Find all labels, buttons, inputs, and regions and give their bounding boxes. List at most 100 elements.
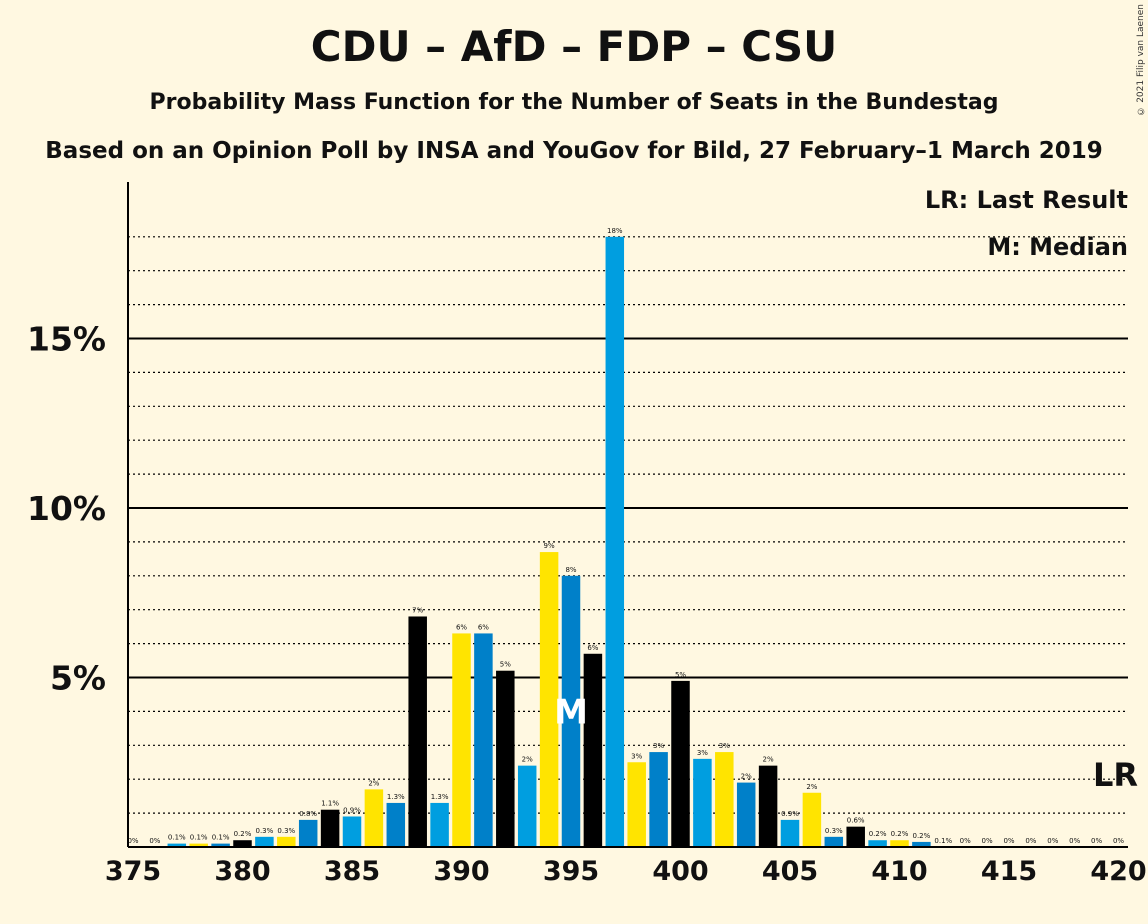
- bar-label-seat-419: 0%: [1091, 837, 1102, 845]
- bar-seat-387: [386, 802, 406, 847]
- bar-label-seat-390: 6%: [456, 623, 467, 631]
- markers-group: M LR: [554, 692, 1138, 794]
- bar-seat-397: [605, 236, 625, 848]
- bar-seat-384: [320, 809, 340, 847]
- bar-label-seat-392: 5%: [500, 661, 511, 669]
- bar-seat-392: [496, 670, 515, 847]
- bar-seat-377: [167, 843, 187, 847]
- bar-label-seat-395: 8%: [565, 566, 576, 574]
- bar-label-seat-416: 0%: [1025, 837, 1036, 845]
- bar-label-seat-412: 0.1%: [934, 837, 952, 845]
- bar-label-seat-405: 0.9%: [781, 810, 799, 818]
- bar-label-seat-377: 0.1%: [168, 834, 186, 842]
- chart-title: CDU – AfD – FDP – CSU: [310, 22, 838, 71]
- bar-label-seat-420: 0%: [1113, 837, 1124, 845]
- legend-last-result: LR: Last Result: [924, 186, 1128, 214]
- bar-label-seat-394: 9%: [544, 542, 555, 550]
- x-tick-label-375: 375: [105, 856, 161, 887]
- bar-label-seat-401: 3%: [697, 749, 708, 757]
- bar-label-seat-387: 1.3%: [387, 793, 405, 801]
- bar-seat-379: [211, 843, 230, 847]
- bar-label-seat-407: 0.3%: [825, 827, 843, 835]
- axes-group: 375 380 385 390 395 400 405 410 415 420 5% 10% 15%: [27, 182, 1147, 887]
- bar-label-seat-396: 6%: [587, 644, 598, 652]
- x-tick-label-395: 395: [543, 856, 599, 887]
- x-tick-label-400: 400: [652, 856, 708, 887]
- bar-label-seat-397: 18%: [607, 227, 623, 235]
- bar-label-seat-384: 1.1%: [321, 800, 339, 808]
- bar-label-seat-408: 0.6%: [847, 817, 865, 825]
- bar-label-seat-393: 2%: [522, 756, 533, 764]
- bar-seat-381: [255, 836, 274, 847]
- x-tick-label-385: 385: [324, 856, 380, 887]
- y-tick-label-10: 10%: [27, 489, 106, 528]
- bar-label-seat-406: 2%: [806, 783, 817, 791]
- bar-seat-386: [364, 789, 384, 847]
- bar-seat-388: [408, 616, 427, 847]
- bar-label-seat-414: 0%: [982, 837, 993, 845]
- bar-label-seat-383: 0.8%: [299, 810, 317, 818]
- bar-label-seat-418: 0%: [1069, 837, 1080, 845]
- bar-seat-389: [430, 802, 449, 847]
- bar-seat-411: [912, 841, 931, 847]
- bar-label-seat-415: 0%: [1003, 837, 1014, 845]
- bar-label-seat-381: 0.3%: [256, 827, 274, 835]
- bar-label-seat-376: 0%: [149, 837, 160, 845]
- bar-seat-398: [627, 762, 646, 847]
- bar-seat-396: [583, 653, 603, 847]
- x-tick-label-410: 410: [871, 856, 927, 887]
- bar-seat-404: [758, 765, 778, 847]
- bar-label-seat-400: 5%: [675, 671, 686, 679]
- bar-label-seat-398: 3%: [631, 752, 642, 760]
- grid-lines: [128, 236, 1128, 814]
- bar-label-seat-382: 0.3%: [277, 827, 295, 835]
- bar-seat-394: [539, 552, 559, 847]
- bar-label-seat-402: 3%: [719, 742, 730, 750]
- bar-seat-410: [890, 840, 909, 847]
- chart-source-subtitle: Based on an Opinion Poll by INSA and You…: [45, 138, 1103, 164]
- bar-label-seat-385: 0.9%: [343, 806, 361, 814]
- y-tick-label-15: 15%: [27, 320, 106, 359]
- bar-label-seat-388: 7%: [412, 606, 423, 614]
- bar-seat-378: [189, 843, 208, 847]
- bar-seat-380: [233, 840, 252, 847]
- x-tick-label-380: 380: [214, 856, 270, 887]
- bar-label-seat-378: 0.1%: [190, 834, 208, 842]
- bar-seat-406: [802, 792, 822, 847]
- x-tick-label-405: 405: [762, 856, 818, 887]
- bar-label-seat-410: 0.2%: [891, 830, 909, 838]
- y-tick-label-5: 5%: [50, 659, 106, 698]
- bar-label-seat-379: 0.1%: [212, 834, 230, 842]
- bar-seat-385: [342, 816, 362, 847]
- bar-label-seat-417: 0%: [1047, 837, 1058, 845]
- bar-seat-393: [517, 765, 537, 847]
- bar-label-seat-375: 0%: [127, 837, 138, 845]
- bar-label-seat-411: 0.2%: [913, 832, 931, 840]
- x-tick-label-390: 390: [433, 856, 489, 887]
- bar-seat-407: [824, 836, 844, 847]
- bar-seat-409: [868, 840, 887, 847]
- last-result-marker: LR: [1093, 756, 1138, 794]
- bar-label-seat-391: 6%: [478, 623, 489, 631]
- bar-label-seat-389: 1.3%: [431, 793, 449, 801]
- bar-seat-405: [780, 819, 800, 847]
- x-tick-label-420: 420: [1090, 856, 1146, 887]
- bar-label-seat-413: 0%: [960, 837, 971, 845]
- bar-label-seat-386: 2%: [368, 779, 379, 787]
- bar-seat-399: [649, 752, 668, 847]
- bar-seat-402: [715, 752, 734, 847]
- bar-label-seat-404: 2%: [763, 756, 774, 764]
- bar-seat-391: [474, 633, 493, 847]
- x-tick-label-415: 415: [981, 856, 1037, 887]
- bar-seat-408: [846, 826, 865, 847]
- bars-group: [167, 236, 931, 848]
- median-marker: M: [554, 692, 588, 732]
- bar-seat-401: [693, 758, 712, 847]
- bar-seat-383: [298, 819, 318, 847]
- legend-median: M: Median: [987, 233, 1128, 261]
- bar-labels-group: 0% 0% 0.1% 0.1% 0.1% 0.2% 0.3% 0.3%0.8%1.1%0.9%…: [127, 227, 1124, 845]
- bar-seat-382: [277, 836, 296, 847]
- bar-label-seat-403: 2%: [741, 773, 752, 781]
- bar-label-seat-409: 0.2%: [869, 830, 887, 838]
